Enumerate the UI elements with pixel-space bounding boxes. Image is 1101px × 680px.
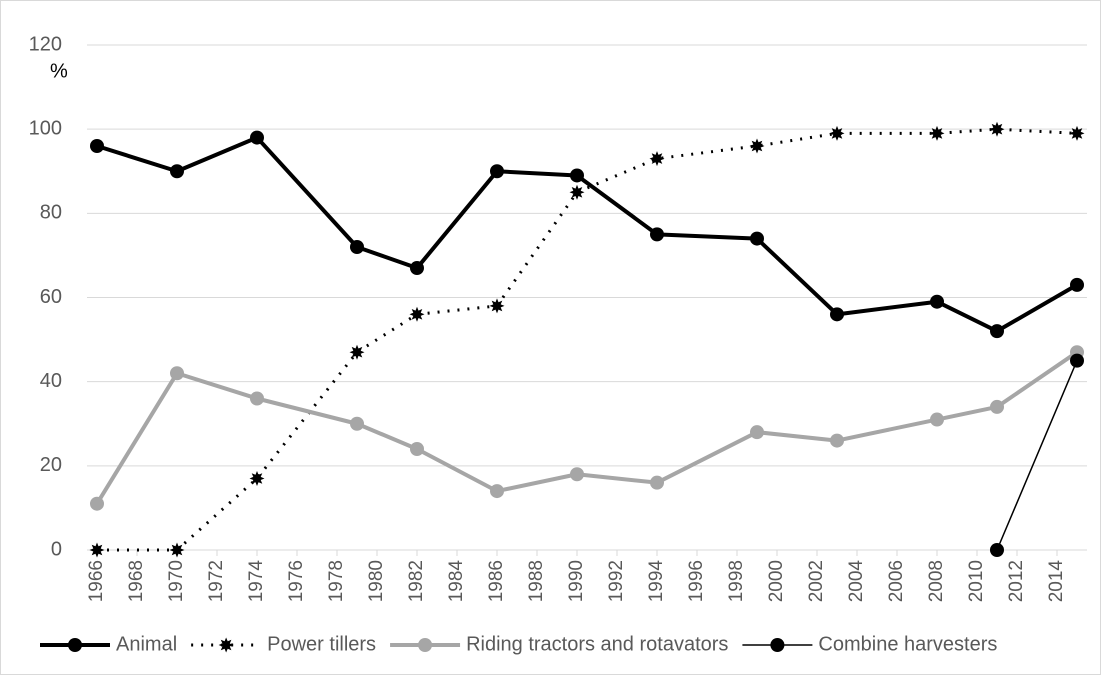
data-point [170,366,184,381]
data-point [350,416,364,431]
x-tick-label: 2014 [1046,560,1067,603]
x-tick-label: 1996 [686,560,707,602]
data-point [650,475,664,490]
legend-marker [68,638,82,652]
data-point [570,467,584,482]
x-tick-label: 1980 [366,560,387,602]
data-point [170,164,184,179]
data-point [410,442,424,456]
data-point [990,324,1004,339]
data-point [409,306,425,322]
data-point [830,433,844,448]
y-unit-label: % [50,60,68,82]
legend-marker [218,637,234,653]
y-tick-label: 100 [29,117,62,139]
legend-label: Riding tractors and rotavators [466,633,728,655]
x-tick-label: 1986 [486,560,507,602]
data-point [929,125,945,141]
data-point [1069,125,1085,141]
x-tick-label: 2008 [926,560,947,602]
x-tick-label: 1994 [646,560,667,603]
data-point [350,240,364,254]
data-point [1070,277,1084,292]
data-point [569,184,585,200]
data-point [930,412,944,427]
data-point [570,168,584,183]
data-point [750,425,764,440]
data-point [250,391,264,406]
data-point [490,484,504,499]
data-point [930,294,944,309]
x-tick-label: 2004 [846,560,867,603]
y-tick-label: 20 [40,454,62,476]
x-tick-label: 1978 [326,560,347,602]
data-point [490,164,504,179]
legend-label: Combine harvesters [818,633,997,655]
legend-label: Animal [116,633,177,655]
data-point [249,471,265,486]
x-tick-label: 1966 [86,560,107,602]
x-tick-label: 1970 [166,560,187,602]
data-point [410,261,424,276]
x-tick-label: 1976 [286,560,307,602]
data-point [250,130,264,145]
data-point [749,138,765,154]
legend-label: Power tillers [267,633,376,655]
data-point [990,399,1004,414]
data-point [90,139,104,153]
legend-marker [418,638,433,652]
x-tick-label: 1998 [726,560,747,602]
y-tick-label: 80 [40,202,62,224]
x-tick-label: 1974 [246,560,267,603]
x-tick-label: 2006 [886,560,907,602]
data-point [169,542,185,558]
y-tick-label: 120 [29,33,62,55]
x-tick-label: 2002 [806,560,827,602]
x-tick-label: 2010 [966,560,987,602]
series-line [996,360,1078,551]
x-tick-label: 1988 [526,560,547,602]
data-point [830,307,844,322]
data-point [89,542,105,558]
y-tick-label: 60 [40,286,62,308]
data-point [1070,353,1084,368]
data-point [489,298,505,314]
x-tick-label: 2012 [1006,560,1027,602]
x-tick-label: 2000 [766,560,787,602]
x-tick-label: 1972 [206,560,227,602]
data-point [829,125,845,141]
data-point [650,227,664,242]
y-tick-label: 0 [51,538,62,560]
data-point [750,231,764,246]
x-tick-label: 1990 [566,560,587,602]
x-tick-label: 1992 [606,560,627,602]
y-tick-label: 40 [40,370,62,392]
data-point [990,543,1004,557]
data-point [649,151,665,167]
x-tick-label: 1968 [126,560,147,602]
x-tick-label: 1984 [446,560,467,603]
data-point [349,344,365,360]
data-point [90,496,104,511]
legend-marker [770,638,785,652]
x-tick-label: 1982 [406,560,427,602]
data-point [989,121,1005,137]
